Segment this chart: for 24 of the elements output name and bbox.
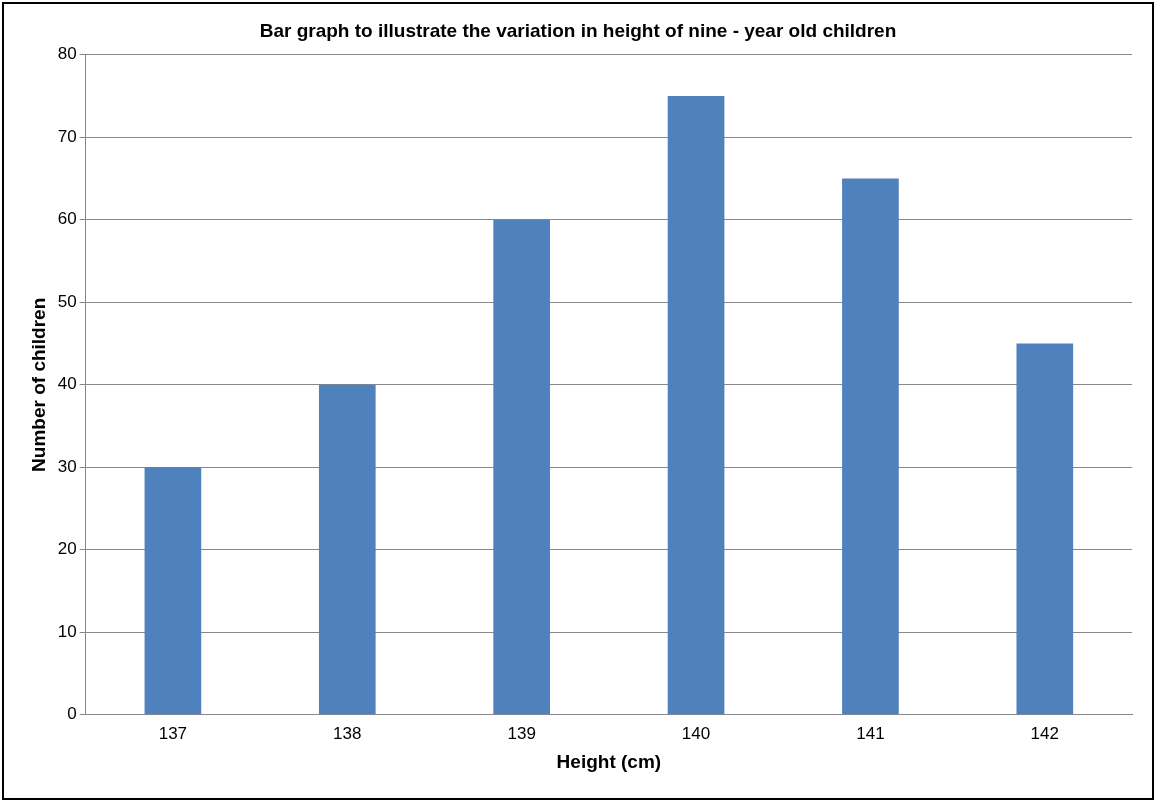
bar bbox=[318, 384, 376, 715]
y-axis-title: Number of children bbox=[27, 297, 49, 472]
y-tick-label: 60 bbox=[57, 209, 77, 229]
y-tick-label: 20 bbox=[57, 539, 77, 559]
y-tick-label: 0 bbox=[67, 704, 77, 724]
x-axis-title: Height (cm) bbox=[556, 750, 662, 772]
bar bbox=[842, 178, 899, 715]
x-tick-label: 140 bbox=[681, 723, 711, 743]
y-tick-label: 10 bbox=[57, 621, 77, 641]
y-tick-label: 70 bbox=[57, 126, 77, 146]
x-tick-label: 141 bbox=[856, 723, 885, 743]
y-tick-label: 40 bbox=[57, 374, 77, 394]
chart-title: Bar graph to illustrate the variation in height of nine - year old children bbox=[259, 19, 897, 41]
bar bbox=[1016, 343, 1074, 715]
bar bbox=[144, 467, 202, 715]
x-tick-label: 137 bbox=[158, 723, 188, 743]
bar bbox=[493, 219, 550, 715]
y-tick-label: 50 bbox=[57, 291, 77, 311]
x-tick-label: 138 bbox=[333, 723, 362, 743]
x-tick-label: 139 bbox=[507, 723, 536, 743]
y-tick-label: 30 bbox=[57, 456, 77, 476]
y-tick-label: 80 bbox=[57, 44, 77, 64]
x-tick-label: 142 bbox=[1030, 723, 1059, 743]
bar bbox=[667, 96, 725, 715]
